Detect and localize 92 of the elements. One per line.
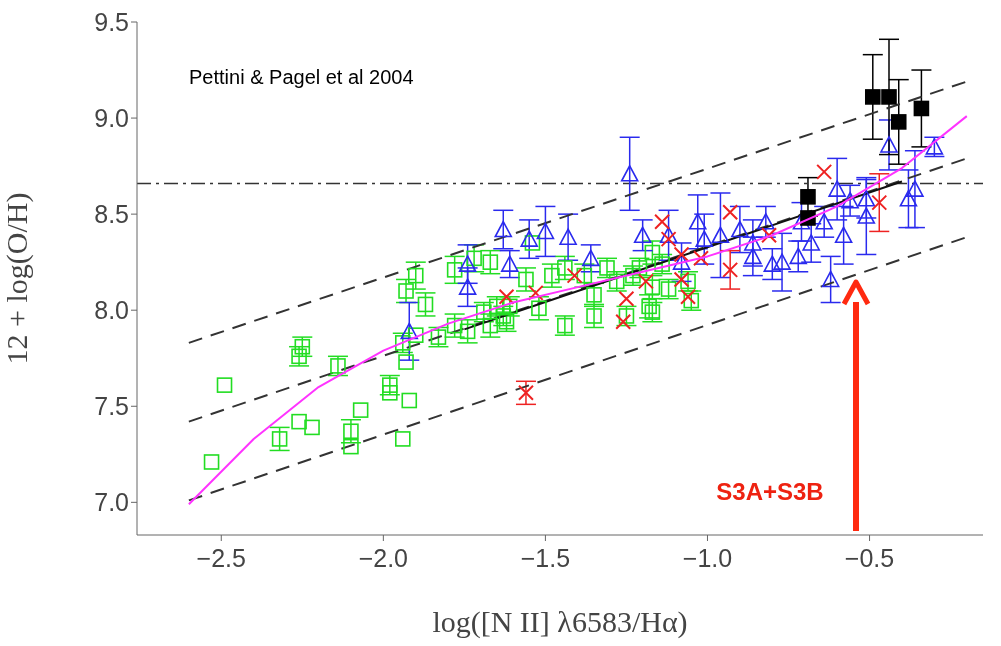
point [520,230,539,247]
point [857,189,876,207]
point [890,114,907,130]
point [407,267,424,284]
point [828,180,846,197]
point [834,226,853,244]
point [446,262,463,278]
point [216,377,233,393]
point [382,385,398,401]
point [800,189,816,205]
point [695,230,714,247]
y-axis-title: 12 + log(O/H) [0,192,34,365]
point [458,255,477,272]
point [761,227,778,244]
x-axis-title: log([N II] λ6583/Hα) [432,605,688,639]
point [816,163,833,180]
point [792,213,811,230]
point [401,392,418,409]
point [722,204,739,221]
point [559,228,577,245]
point [618,290,635,307]
point [527,284,544,301]
point [517,384,534,401]
point [494,220,513,238]
point [654,213,671,230]
point [498,288,515,305]
point [352,402,369,418]
point [458,278,477,295]
point [203,454,220,470]
point [620,164,639,182]
point [773,253,791,270]
point [815,213,833,230]
annotation: Pettini & Pagel et al 2004 [189,66,414,88]
point [566,267,583,284]
x-tick-label: −1.0 [682,543,733,572]
point [524,235,541,251]
point [291,413,307,430]
point [557,260,573,276]
point [693,250,709,267]
point [688,213,707,230]
y-tick-label: 7.5 [94,392,129,421]
point [913,100,930,117]
point [864,89,881,105]
point [343,423,359,440]
point [466,250,482,267]
point [660,231,677,248]
point [789,247,808,265]
line-series [187,115,968,506]
point [857,207,876,224]
y-tick-label: 7.0 [94,488,129,517]
point [899,189,918,207]
point [802,234,821,251]
point [271,431,288,447]
point [881,89,897,105]
y-tick-label: 9.0 [94,103,129,132]
point [407,327,424,343]
point [659,226,678,244]
point [731,220,749,238]
point [343,438,359,455]
annotation: S3A+S3B [716,478,824,505]
point [673,271,690,288]
point [637,273,654,290]
point [841,191,859,209]
point [673,246,690,263]
point [304,419,320,436]
x-tick-label: −2.0 [358,543,409,572]
y-tick-label: 8.0 [94,296,129,325]
point [644,279,661,295]
point [880,136,898,153]
point [536,222,555,240]
x-tick-label: −0.5 [844,543,895,572]
point [821,270,840,288]
point [500,255,519,272]
point [763,255,782,272]
point [871,194,888,211]
point [757,213,775,230]
x-tick-label: −1.5 [520,543,571,572]
point [744,247,762,265]
point [633,226,652,244]
point [394,431,411,447]
point [906,180,924,197]
point [581,249,600,267]
point [398,354,414,370]
point [398,283,414,299]
y-tick-label: 8.5 [94,200,129,229]
point [615,313,632,330]
point [482,254,499,270]
point [711,226,730,244]
y-tick-label: 9.5 [94,7,129,36]
point [722,261,739,278]
point [400,322,419,340]
x-tick-label: −2.5 [196,543,246,572]
